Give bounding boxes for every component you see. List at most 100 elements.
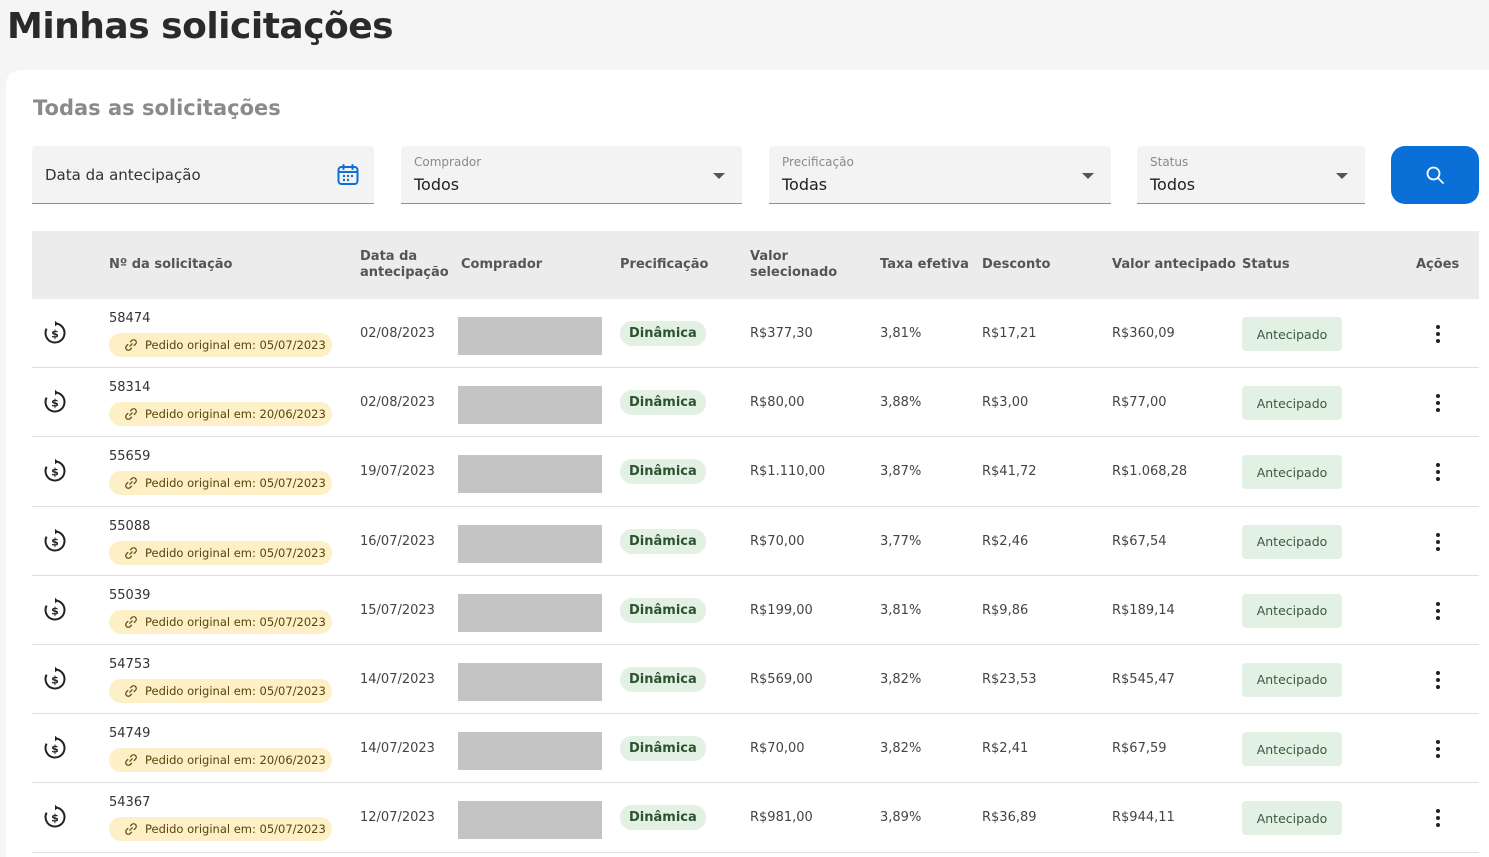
- original-order-text: Pedido original em: 05/07/2023: [145, 822, 326, 837]
- request-number: 55659: [109, 449, 151, 465]
- advanced-value: R$545,47: [1112, 671, 1175, 687]
- table-row[interactable]: $ 58314 Pedido original em: 20/06/2023 0…: [32, 368, 1479, 438]
- link-icon: [125, 754, 137, 767]
- selected-value: R$70,00: [750, 741, 805, 757]
- section-title: Todas as solicitações: [33, 96, 281, 120]
- original-order-badge[interactable]: Pedido original em: 05/07/2023: [109, 817, 332, 842]
- effective-rate: 3,88%: [880, 395, 922, 411]
- original-order-badge[interactable]: Pedido original em: 20/06/2023: [109, 402, 332, 427]
- table-row[interactable]: $ 54749 Pedido original em: 20/06/2023 1…: [32, 714, 1479, 784]
- refresh-money-icon: $: [42, 666, 68, 696]
- refresh-money-icon: $: [42, 389, 68, 419]
- discount-value: R$3,00: [982, 395, 1029, 411]
- discount-value: R$17,21: [982, 326, 1037, 341]
- request-number: 54753: [109, 656, 151, 672]
- more-actions-icon[interactable]: [1426, 459, 1450, 485]
- header-selected-line2: selecionado: [750, 265, 838, 280]
- discount-value: R$9,86: [982, 602, 1029, 618]
- request-number: 54367: [109, 795, 151, 811]
- header-date-line2: antecipação: [360, 265, 449, 280]
- svg-text:$: $: [51, 535, 59, 548]
- link-icon: [125, 685, 137, 697]
- selected-value: R$1.110,00: [750, 464, 826, 480]
- requests-card: Todas as solicitações Data da antecipaçã…: [6, 70, 1489, 857]
- svg-text:$: $: [51, 812, 59, 825]
- svg-text:$: $: [51, 397, 59, 410]
- request-number: 58314: [109, 380, 151, 396]
- header-date-line1: Data da: [360, 249, 418, 264]
- refresh-money-icon: $: [42, 597, 68, 627]
- pricing-chip: Dinâmica: [620, 459, 706, 485]
- effective-rate: 3,81%: [880, 326, 922, 341]
- original-order-badge[interactable]: Pedido original em: 05/07/2023: [109, 609, 332, 634]
- request-number: 58474: [109, 311, 151, 326]
- table-row[interactable]: $ 58474 Pedido original em: 05/07/2023 0…: [32, 299, 1479, 369]
- selected-value: R$981,00: [750, 810, 813, 826]
- advance-date: 14/07/2023: [360, 741, 435, 757]
- buyer-redacted: [458, 386, 602, 425]
- more-actions-icon[interactable]: [1426, 390, 1450, 416]
- effective-rate: 3,89%: [880, 810, 922, 826]
- pricing-chip: Dinâmica: [620, 805, 706, 831]
- table-row[interactable]: $ 55088 Pedido original em: 05/07/2023 1…: [32, 507, 1479, 576]
- header-pricing: Precificação: [620, 257, 709, 272]
- table-body: $ 58474 Pedido original em: 05/07/2023 0…: [32, 299, 1479, 853]
- status-select[interactable]: Status Todos: [1137, 146, 1365, 204]
- more-actions-icon[interactable]: [1426, 667, 1450, 693]
- original-order-text: Pedido original em: 05/07/2023: [145, 338, 326, 352]
- discount-value: R$2,46: [982, 533, 1029, 549]
- pricing-select[interactable]: Precificação Todas: [769, 146, 1111, 204]
- buyer-redacted: [458, 593, 602, 632]
- table-row[interactable]: $ 54367 Pedido original em: 05/07/2023 1…: [32, 783, 1479, 853]
- table-row[interactable]: $ 54753 Pedido original em: 05/07/2023 1…: [32, 645, 1479, 715]
- request-number: 54749: [109, 726, 151, 742]
- svg-text:$: $: [51, 743, 59, 756]
- more-actions-icon[interactable]: [1426, 598, 1450, 624]
- request-number: 55088: [109, 518, 151, 534]
- more-actions-icon[interactable]: [1426, 321, 1450, 347]
- link-icon: [125, 408, 137, 421]
- more-actions-icon[interactable]: [1426, 736, 1450, 762]
- original-order-badge[interactable]: Pedido original em: 05/07/2023: [109, 333, 332, 357]
- original-order-text: Pedido original em: 20/06/2023: [145, 407, 326, 422]
- date-filter[interactable]: Data da antecipação: [32, 146, 374, 204]
- calendar-icon[interactable]: [336, 163, 360, 191]
- discount-value: R$36,89: [982, 810, 1037, 826]
- search-button[interactable]: [1391, 146, 1479, 204]
- effective-rate: 3,81%: [880, 602, 922, 618]
- chevron-down-icon: [1082, 173, 1094, 179]
- pricing-chip: Dinâmica: [620, 736, 706, 762]
- selected-value: R$569,00: [750, 671, 813, 687]
- table-row[interactable]: $ 55659 Pedido original em: 05/07/2023 1…: [32, 437, 1479, 507]
- advance-date: 15/07/2023: [360, 602, 435, 618]
- original-order-text: Pedido original em: 05/07/2023: [145, 683, 326, 698]
- original-order-badge[interactable]: Pedido original em: 05/07/2023: [109, 540, 332, 565]
- original-order-badge[interactable]: Pedido original em: 05/07/2023: [109, 678, 332, 703]
- effective-rate: 3,87%: [880, 464, 922, 480]
- svg-text:$: $: [51, 604, 59, 617]
- buyer-redacted: [458, 524, 602, 563]
- table-row[interactable]: $ 55039 Pedido original em: 05/07/2023 1…: [32, 576, 1479, 645]
- pricing-chip: Dinâmica: [620, 528, 706, 554]
- link-icon: [125, 477, 137, 490]
- buyer-redacted: [458, 317, 602, 355]
- header-status: Status: [1242, 257, 1290, 272]
- pricing-chip: Dinâmica: [620, 666, 706, 692]
- refresh-money-icon: $: [42, 735, 68, 765]
- page-title: Minhas solicitações: [7, 6, 394, 47]
- link-icon: [125, 615, 137, 628]
- status-select-value: Todos: [1150, 175, 1196, 194]
- status-badge: Antecipado: [1242, 801, 1342, 836]
- original-order-badge[interactable]: Pedido original em: 05/07/2023: [109, 471, 332, 496]
- svg-text:$: $: [51, 328, 59, 341]
- discount-value: R$23,53: [982, 671, 1037, 687]
- advance-date: 12/07/2023: [360, 810, 435, 826]
- advance-date: 02/08/2023: [360, 395, 435, 411]
- more-actions-icon[interactable]: [1426, 529, 1450, 555]
- requests-table: Nº da solicitação Data da antecipação Com…: [32, 231, 1479, 853]
- original-order-badge[interactable]: Pedido original em: 20/06/2023: [109, 748, 332, 773]
- original-order-text: Pedido original em: 20/06/2023: [145, 753, 326, 768]
- more-actions-icon[interactable]: [1426, 805, 1450, 831]
- advance-date: 19/07/2023: [360, 464, 435, 480]
- buyer-select[interactable]: Comprador Todos: [401, 146, 742, 204]
